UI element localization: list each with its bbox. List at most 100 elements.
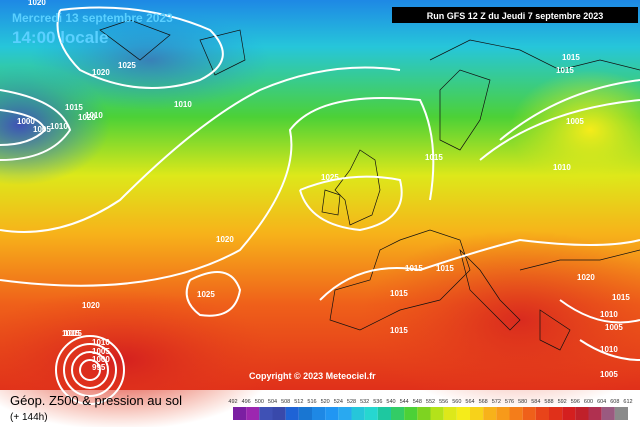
isobars [0, 6, 640, 405]
isobar-label: 1010 [50, 122, 68, 131]
legend-swatch [298, 407, 312, 420]
isobar-label: 1005 [605, 323, 623, 332]
legend-swatch [496, 407, 510, 420]
legend-swatch [562, 407, 576, 420]
isobar-label: 1020 [92, 68, 110, 77]
legend-swatch [522, 407, 536, 420]
legend-label: 612 [623, 399, 632, 405]
isobar-label: 1025 [118, 61, 136, 70]
legend-swatch [351, 407, 365, 420]
legend-swatch [614, 407, 628, 420]
run: Run GFS 12 Z du Jeudi 7 septembre 2023 [427, 11, 604, 21]
legend-label: 556 [439, 399, 448, 405]
legend-swatch [549, 407, 563, 420]
isobar-label: 1020 [28, 0, 46, 7]
legend-title: Géop. Z500 & pression au sol [10, 393, 182, 408]
isobar-label: 1025 [197, 290, 215, 299]
legend-label: 524 [334, 399, 343, 405]
isobar-label: 1010 [600, 345, 618, 354]
legend-label: 516 [307, 399, 316, 405]
legend-swatch [483, 407, 497, 420]
isobar-label: 1005 [600, 370, 618, 379]
isobar-label: 1010 [174, 100, 192, 109]
isobar-label: 1020 [82, 301, 100, 310]
legend-swatch [285, 407, 299, 420]
legend-label: 536 [373, 399, 382, 405]
legend-swatch [364, 407, 378, 420]
isobar-label: 1020 [577, 273, 595, 282]
coastlines [99, 19, 640, 351]
legend-swatch [325, 407, 339, 420]
legend-swatch [601, 407, 615, 420]
isobar-label: 1000 [17, 117, 35, 126]
legend-swatch [470, 407, 484, 420]
legend-swatch [377, 407, 391, 420]
legend-swatch [417, 407, 431, 420]
legend-swatch [456, 407, 470, 420]
legend-label: 552 [426, 399, 435, 405]
isobar-label: 1015 [612, 293, 630, 302]
legend-subtitle: (+ 144h) [10, 412, 48, 423]
isobar-label: 1015 [62, 329, 80, 338]
isobar-label: 1005 [33, 125, 51, 134]
legend-label: 584 [531, 399, 540, 405]
isobar-label: 1005 [92, 347, 110, 356]
isobar-label: 1020 [78, 113, 96, 122]
legend-label: 560 [452, 399, 461, 405]
isobar-label: 1015 [64, 329, 82, 338]
legend-label: 580 [518, 399, 527, 405]
copyright: Copyright © 2023 Meteociel.fr [249, 371, 376, 381]
legend-label: 512 [294, 399, 303, 405]
legend-swatch [338, 407, 352, 420]
legend-label: 532 [360, 399, 369, 405]
isobar-label: 1015 [405, 264, 423, 273]
isobar-label: 1015 [556, 66, 574, 75]
legend-label: 504 [268, 399, 277, 405]
isobar-label: 1000 [92, 355, 110, 364]
legend-label: 544 [400, 399, 409, 405]
legend-swatch [509, 407, 523, 420]
legend-swatch [430, 407, 444, 420]
isobar-label: 1015 [390, 326, 408, 335]
isobar-label: 1025 [321, 173, 339, 182]
legend-label: 548 [413, 399, 422, 405]
legend-swatch [233, 407, 247, 420]
isobar-label: 1010 [85, 111, 103, 120]
legend-label: 568 [479, 399, 488, 405]
legend-label: 540 [386, 399, 395, 405]
legend-label: 492 [228, 399, 237, 405]
legend-swatch [443, 407, 457, 420]
isobar-label: 995 [92, 363, 106, 372]
isobar-label: 1015 [562, 53, 580, 62]
legend-label: 588 [544, 399, 553, 405]
legend-swatch [246, 407, 260, 420]
legend-swatch [404, 407, 418, 420]
isobar-label: 1015 [390, 289, 408, 298]
legend-label: 608 [610, 399, 619, 405]
legend-label: 604 [597, 399, 606, 405]
isobar-label: 1015 [436, 264, 454, 273]
isobar-label: 1010 [553, 163, 571, 172]
time: 14:00 locale [12, 28, 108, 47]
isobar-label: 1010 [92, 338, 110, 347]
legend-swatch [312, 407, 326, 420]
legend-swatch [535, 407, 549, 420]
legend-swatch [272, 407, 286, 420]
legend-swatch [259, 407, 273, 420]
legend-label: 592 [558, 399, 567, 405]
legend-swatch [588, 407, 602, 420]
isobar-label: 1020 [216, 235, 234, 244]
legend-swatch [391, 407, 405, 420]
isobar-label: 1015 [65, 103, 83, 112]
legend-label: 596 [571, 399, 580, 405]
legend-label: 600 [584, 399, 593, 405]
isobar-label: 1005 [566, 117, 584, 126]
legend-swatch [575, 407, 589, 420]
legend-label: 528 [347, 399, 356, 405]
legend-label: 520 [321, 399, 330, 405]
isobar-label: 1010 [600, 310, 618, 319]
legend-label: 496 [242, 399, 251, 405]
legend-label: 508 [281, 399, 290, 405]
